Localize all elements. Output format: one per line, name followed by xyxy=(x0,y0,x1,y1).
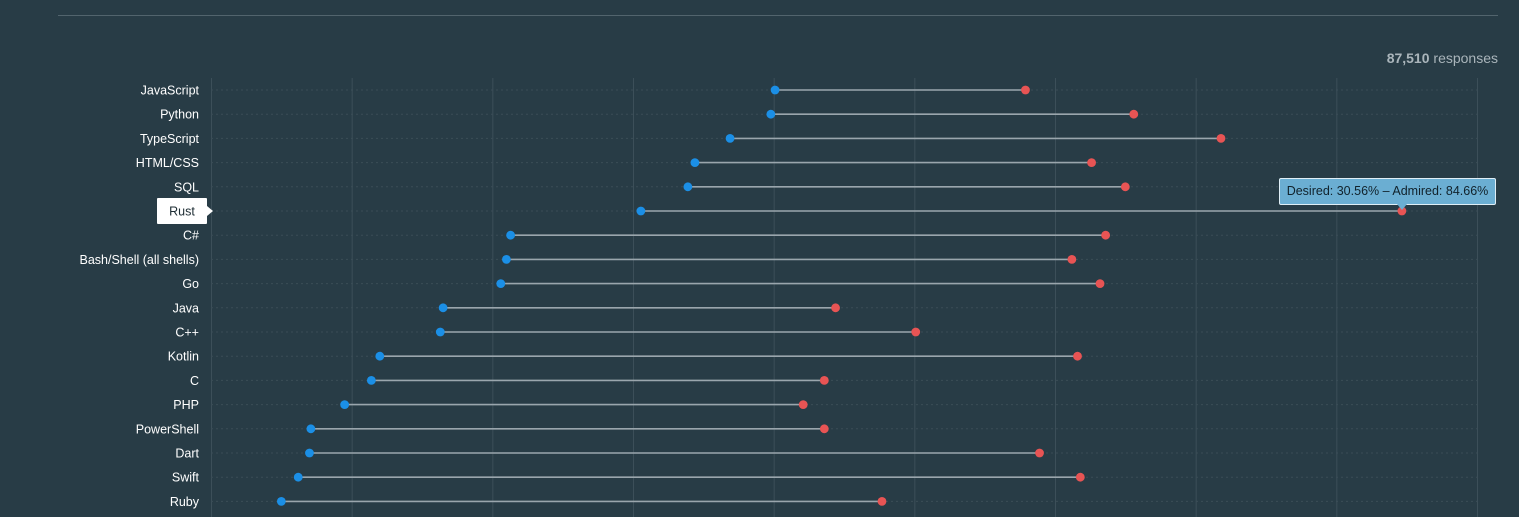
admired-point xyxy=(911,327,921,337)
admired-point xyxy=(831,303,840,313)
response-count-number: 87,510 xyxy=(1386,50,1430,66)
desired-point xyxy=(276,497,286,506)
desired-point xyxy=(690,158,700,168)
tooltip-desired-value: 30.56% xyxy=(1336,184,1380,198)
desired-point xyxy=(506,230,516,240)
desired-point xyxy=(636,206,646,216)
admired-point xyxy=(1129,109,1139,119)
desired-point xyxy=(375,351,385,361)
admired-point xyxy=(819,424,829,434)
dumbbell-bars xyxy=(276,85,1407,506)
admired-point xyxy=(1120,182,1130,192)
highlight-label-box xyxy=(157,198,207,224)
desired-point xyxy=(293,472,303,482)
highlight-label-pointer xyxy=(207,206,213,216)
category-label: PowerShell xyxy=(136,422,199,436)
desired-point xyxy=(770,85,780,95)
grid-layer xyxy=(211,78,1478,517)
desired-point xyxy=(435,327,445,337)
category-label: C++ xyxy=(175,326,199,340)
desired-point xyxy=(683,182,693,192)
category-labels: JavaScript Python TypeScript HTML/CSS SQL Rus… xyxy=(80,84,213,509)
category-label: Python xyxy=(160,108,199,122)
category-label: PHP xyxy=(173,398,199,412)
admired-point xyxy=(877,497,887,506)
admired-point xyxy=(1067,255,1077,264)
category-label: Go xyxy=(182,277,199,291)
desired-point xyxy=(366,376,376,385)
tooltip-admired-value: 84.66% xyxy=(1445,184,1489,198)
row-guides xyxy=(211,89,1477,502)
admired-point xyxy=(1021,85,1030,95)
category-label: Kotlin xyxy=(168,350,199,364)
top-divider xyxy=(58,15,1498,16)
admired-point xyxy=(1095,279,1105,288)
category-label: TypeScript xyxy=(140,132,200,146)
admired-point xyxy=(1101,230,1111,240)
category-label: SQL xyxy=(174,180,199,194)
category-label: Ruby xyxy=(170,495,200,509)
admired-point xyxy=(819,376,829,385)
desired-point xyxy=(438,303,448,313)
admired-point xyxy=(1216,134,1226,143)
tooltip-admired-label: Admired: xyxy=(1392,184,1443,198)
desired-point xyxy=(766,109,776,119)
tooltip-separator: – xyxy=(1382,184,1390,198)
desired-point xyxy=(496,279,506,288)
category-label: C xyxy=(190,374,199,388)
category-label: HTML/CSS xyxy=(136,156,199,170)
desired-point xyxy=(340,400,350,409)
admired-point xyxy=(1035,448,1044,458)
category-label: C# xyxy=(183,229,199,243)
category-label: Swift xyxy=(172,471,200,485)
category-label: Rust xyxy=(169,205,195,219)
desired-point xyxy=(502,255,511,264)
hover-tooltip: Desired: 30.56% – Admired: 84.66% xyxy=(1279,178,1496,210)
desired-point xyxy=(305,448,314,458)
admired-point xyxy=(1073,351,1082,361)
desired-point xyxy=(725,134,735,143)
category-label: Dart xyxy=(175,447,199,461)
admired-point xyxy=(1075,472,1085,482)
tooltip-desired-label: Desired: xyxy=(1286,184,1334,198)
admired-point xyxy=(798,400,808,409)
category-label: Bash/Shell (all shells) xyxy=(80,253,200,267)
category-label: JavaScript xyxy=(141,84,200,98)
desired-point xyxy=(306,424,316,434)
category-label: Java xyxy=(173,301,199,315)
admired-point xyxy=(1087,158,1096,168)
response-count: 87,510 responses xyxy=(1387,50,1498,66)
response-count-suffix: responses xyxy=(1433,50,1498,66)
